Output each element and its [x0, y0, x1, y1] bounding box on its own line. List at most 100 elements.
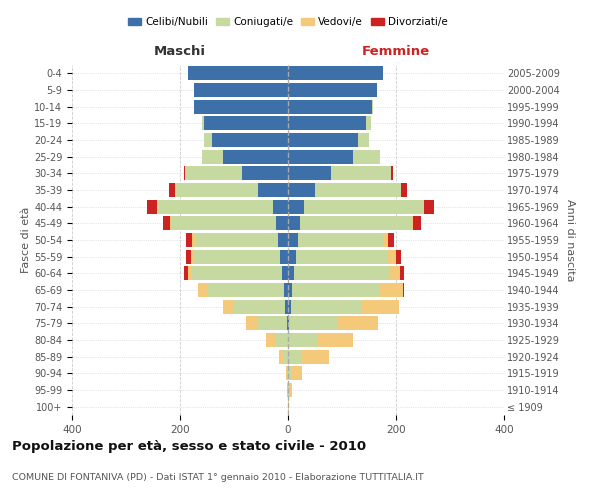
Bar	[280, 250, 288, 264]
Bar	[184, 166, 185, 180]
Bar	[288, 316, 289, 330]
Bar	[391, 166, 393, 180]
Bar	[288, 266, 295, 280]
Bar	[288, 100, 372, 114]
Bar	[169, 183, 175, 197]
Bar	[289, 383, 292, 397]
Bar	[275, 333, 288, 347]
Text: Femmine: Femmine	[362, 45, 430, 58]
Y-axis label: Fasce di età: Fasce di età	[21, 207, 31, 273]
Bar	[266, 333, 275, 347]
Bar	[338, 316, 378, 330]
Bar	[281, 266, 288, 280]
Bar	[290, 366, 302, 380]
Bar	[400, 266, 404, 280]
Bar	[204, 133, 212, 147]
Bar	[353, 150, 380, 164]
Bar	[379, 283, 403, 297]
Bar	[289, 316, 338, 330]
Bar	[288, 216, 300, 230]
Bar	[372, 100, 373, 114]
Bar	[288, 66, 383, 80]
Bar	[288, 400, 289, 414]
Bar	[247, 316, 257, 330]
Bar	[188, 66, 288, 80]
Bar	[188, 266, 193, 280]
Y-axis label: Anni di nascita: Anni di nascita	[565, 198, 575, 281]
Bar	[288, 166, 331, 180]
Bar	[388, 233, 394, 247]
Bar	[300, 216, 410, 230]
Bar	[223, 300, 234, 314]
Bar	[384, 233, 388, 247]
Bar	[193, 83, 288, 97]
Bar	[199, 283, 208, 297]
Bar	[202, 116, 204, 130]
Bar	[185, 166, 242, 180]
Bar	[287, 316, 288, 330]
Legend: Celibi/Nubili, Coniugati/e, Vedovi/e, Divorziati/e: Celibi/Nubili, Coniugati/e, Vedovi/e, Di…	[124, 12, 452, 31]
Bar	[318, 333, 353, 347]
Bar	[286, 300, 288, 314]
Bar	[288, 83, 377, 97]
Bar	[276, 216, 288, 230]
Bar	[280, 350, 284, 364]
Text: Maschi: Maschi	[154, 45, 206, 58]
Bar	[259, 183, 288, 197]
Bar	[147, 200, 157, 214]
Bar	[157, 200, 273, 214]
Bar	[288, 366, 290, 380]
Bar	[186, 233, 193, 247]
Bar	[389, 266, 400, 280]
Bar	[284, 283, 288, 297]
Bar	[193, 233, 194, 247]
Bar	[234, 300, 286, 314]
Bar	[288, 116, 366, 130]
Bar	[212, 133, 288, 147]
Bar	[288, 283, 292, 297]
Bar	[403, 283, 404, 297]
Bar	[290, 300, 361, 314]
Bar	[175, 183, 259, 197]
Bar	[288, 300, 290, 314]
Bar	[424, 200, 434, 214]
Bar	[358, 133, 369, 147]
Bar	[286, 366, 287, 380]
Bar	[288, 233, 298, 247]
Bar	[242, 166, 288, 180]
Bar	[202, 150, 223, 164]
Bar	[292, 283, 379, 297]
Bar	[388, 250, 396, 264]
Bar	[288, 333, 318, 347]
Bar	[296, 250, 388, 264]
Bar	[288, 383, 289, 397]
Bar	[366, 116, 371, 130]
Bar	[284, 350, 288, 364]
Bar	[410, 216, 413, 230]
Bar	[204, 116, 288, 130]
Bar	[288, 350, 302, 364]
Bar	[304, 200, 423, 214]
Bar	[193, 250, 280, 264]
Bar	[298, 233, 384, 247]
Bar	[288, 200, 304, 214]
Bar	[288, 150, 353, 164]
Bar	[193, 266, 281, 280]
Bar	[288, 183, 315, 197]
Bar	[361, 300, 398, 314]
Bar	[191, 250, 193, 264]
Bar	[223, 150, 288, 164]
Bar	[170, 216, 171, 230]
Text: COMUNE DI FONTANIVA (PD) - Dati ISTAT 1° gennaio 2010 - Elaborazione TUTTITALIA.: COMUNE DI FONTANIVA (PD) - Dati ISTAT 1°…	[12, 473, 424, 482]
Bar	[302, 350, 329, 364]
Bar	[288, 133, 358, 147]
Text: Popolazione per età, sesso e stato civile - 2010: Popolazione per età, sesso e stato civil…	[12, 440, 366, 453]
Bar	[187, 250, 191, 264]
Bar	[193, 100, 288, 114]
Bar	[288, 250, 296, 264]
Bar	[273, 200, 288, 214]
Bar	[163, 216, 170, 230]
Bar	[194, 233, 278, 247]
Bar	[171, 216, 276, 230]
Bar	[423, 200, 424, 214]
